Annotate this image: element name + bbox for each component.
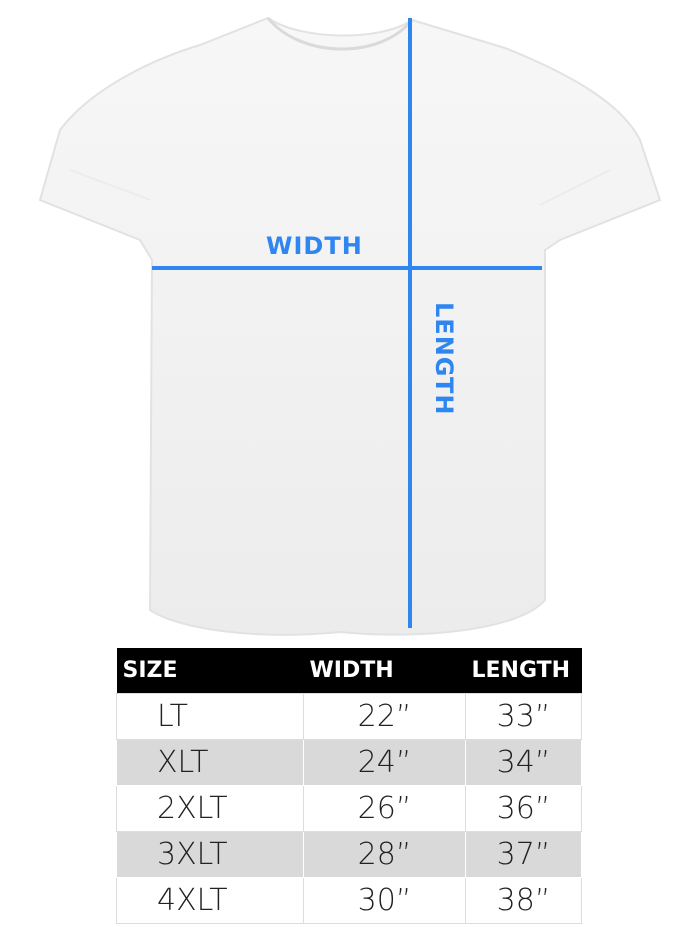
cell-length: 36” [465, 785, 582, 832]
table-row: 3XLT 28” 37” [116, 831, 582, 878]
cell-length: 37” [465, 831, 582, 878]
header-size: SIZE [116, 648, 304, 694]
tshirt-body [38, 16, 662, 636]
cell-width: 30” [303, 877, 466, 924]
size-chart-table: SIZE WIDTH LENGTH LT 22” 33” XLT 24” 34”… [116, 648, 582, 924]
cell-length: 33” [465, 693, 582, 740]
length-label: LENGTH [430, 302, 458, 416]
table-row: XLT 24” 34” [116, 739, 582, 786]
cell-length: 34” [465, 739, 582, 786]
cell-size: XLT [116, 739, 304, 786]
tshirt-image [38, 16, 662, 636]
table-row: 4XLT 30” 38” [116, 877, 582, 924]
cell-size: 2XLT [116, 785, 304, 832]
table-row: LT 22” 33” [116, 693, 582, 740]
cell-width: 24” [303, 739, 466, 786]
tshirt-collar [266, 17, 414, 51]
cell-size: LT [116, 693, 304, 740]
cell-size: 4XLT [116, 877, 304, 924]
cell-width: 22” [303, 693, 466, 740]
table-header: SIZE WIDTH LENGTH [116, 648, 582, 694]
header-width: WIDTH [303, 648, 466, 694]
cell-width: 26” [303, 785, 466, 832]
cell-size: 3XLT [116, 831, 304, 878]
cell-width: 28” [303, 831, 466, 878]
width-label: WIDTH [266, 232, 363, 260]
cell-length: 38” [465, 877, 582, 924]
header-length: LENGTH [465, 648, 582, 694]
table-row: 2XLT 26” 36” [116, 785, 582, 832]
